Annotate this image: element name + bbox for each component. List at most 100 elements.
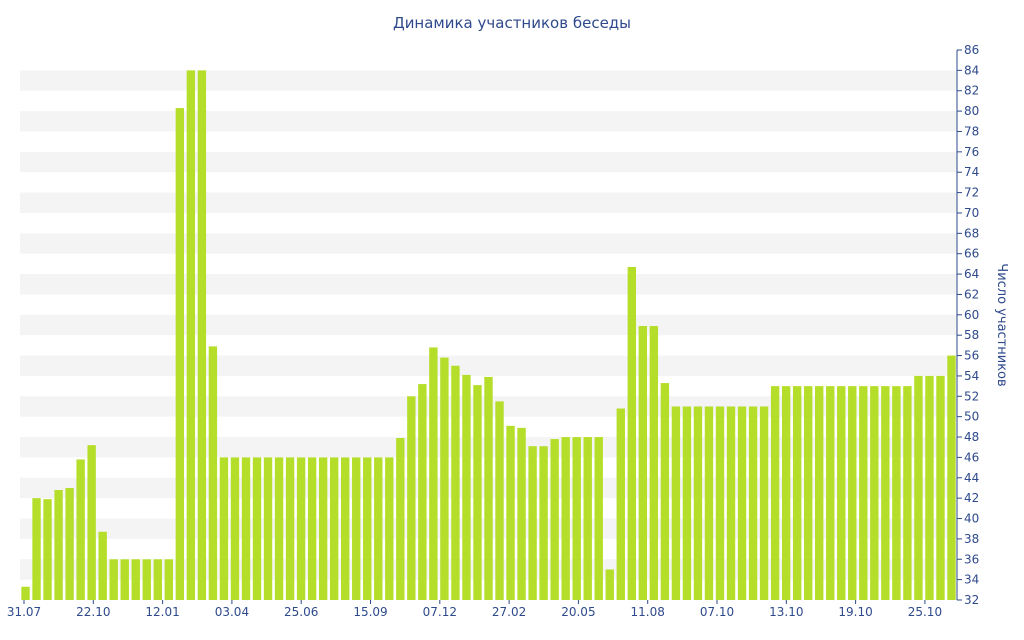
x-tick-label: 07.10 xyxy=(700,605,734,619)
grid-band xyxy=(20,151,957,173)
x-tick-label: 25.06 xyxy=(284,605,318,619)
bar xyxy=(87,445,96,600)
y-tick-label: 78 xyxy=(964,124,979,138)
bar xyxy=(396,438,405,600)
y-tick-label: 68 xyxy=(964,226,979,240)
bar xyxy=(859,386,868,600)
bar xyxy=(418,384,427,600)
bar xyxy=(781,386,791,600)
bar xyxy=(627,266,636,600)
x-tick-label: 27.02 xyxy=(492,605,526,619)
bar xyxy=(142,559,151,600)
x-tick-label: 12.01 xyxy=(145,605,179,619)
y-tick-label: 48 xyxy=(964,430,979,444)
bar xyxy=(936,375,945,600)
bar xyxy=(65,487,74,600)
y-tick-label: 86 xyxy=(964,43,979,57)
bar xyxy=(21,586,30,600)
y-tick-label: 76 xyxy=(964,145,979,159)
bar xyxy=(528,446,537,600)
y-tick-label: 52 xyxy=(964,389,979,403)
bar xyxy=(363,457,372,600)
y-tick-label: 40 xyxy=(964,512,979,526)
chart-title: Динамика участников беседы xyxy=(393,14,631,32)
bar xyxy=(704,406,714,600)
bar xyxy=(76,459,85,600)
y-tick-label: 82 xyxy=(964,84,979,98)
bar xyxy=(164,559,174,600)
bar xyxy=(748,406,758,600)
bar xyxy=(252,457,262,600)
bar xyxy=(241,457,251,600)
y-tick-label: 54 xyxy=(964,369,979,383)
bar xyxy=(737,406,747,600)
bar xyxy=(925,375,934,600)
bar xyxy=(219,457,229,600)
bar xyxy=(274,457,284,600)
y-tick-label: 34 xyxy=(964,573,979,587)
x-axis: 31.07 22.10 12.01 03.04 25.06 15.09 07.12 27.02… xyxy=(7,600,942,619)
y-tick-label: 84 xyxy=(964,63,979,77)
x-tick-label: 07.12 xyxy=(423,605,457,619)
y-tick-label: 32 xyxy=(964,593,979,607)
x-tick-label: 19.10 xyxy=(838,605,872,619)
bar xyxy=(605,569,614,600)
y-tick-label: 70 xyxy=(964,206,979,220)
bar xyxy=(792,386,802,600)
bar xyxy=(616,408,625,600)
bar xyxy=(186,70,196,601)
bar xyxy=(153,559,162,600)
y-tick-label: 72 xyxy=(964,186,979,200)
bar xyxy=(594,437,603,600)
bar xyxy=(726,406,736,600)
grid-band xyxy=(20,70,957,91)
bar xyxy=(881,386,890,600)
grid-band xyxy=(20,111,957,132)
y-tick-label: 80 xyxy=(964,104,979,118)
y-tick-label: 50 xyxy=(964,410,979,424)
bar xyxy=(473,385,482,600)
bar xyxy=(682,406,692,600)
bar xyxy=(947,355,956,600)
x-tick-label: 03.04 xyxy=(215,605,249,619)
bar xyxy=(848,386,857,600)
bar xyxy=(826,386,835,600)
bar xyxy=(649,326,659,600)
y-axis-label: Число участников xyxy=(994,263,1009,386)
y-tick-label: 60 xyxy=(964,308,979,322)
grid-band xyxy=(20,355,957,376)
bar xyxy=(870,386,879,600)
bar xyxy=(429,347,438,600)
y-tick-label: 64 xyxy=(964,267,979,281)
bar xyxy=(374,457,383,600)
y-tick-label: 44 xyxy=(964,471,979,485)
bar xyxy=(517,427,526,600)
bar xyxy=(329,457,339,600)
bar xyxy=(32,498,41,600)
y-tick-label: 62 xyxy=(964,287,979,301)
bar xyxy=(484,376,493,600)
y-tick-label: 66 xyxy=(964,247,979,261)
bar xyxy=(318,457,328,600)
bar xyxy=(638,326,648,600)
x-tick-label: 15.09 xyxy=(353,605,387,619)
bar xyxy=(770,386,780,600)
bar xyxy=(98,531,107,600)
x-tick-label: 22.10 xyxy=(76,605,110,619)
bar xyxy=(120,559,129,600)
bar xyxy=(561,437,570,600)
bar xyxy=(43,499,52,600)
bar xyxy=(903,386,912,600)
y-tick-label: 58 xyxy=(964,328,979,342)
grid-band xyxy=(20,314,957,336)
y-axis: 32 34 36 38 40 42 44 46 48 50 52 54 56 58 60 62 64 66 68 70… xyxy=(957,43,979,607)
bar xyxy=(296,457,306,600)
x-tick-label: 11.08 xyxy=(631,605,665,619)
bar xyxy=(175,108,185,601)
bar xyxy=(815,386,824,600)
x-tick-label: 13.10 xyxy=(769,605,803,619)
bar xyxy=(671,406,681,600)
bar xyxy=(539,446,548,600)
bar xyxy=(352,457,361,600)
